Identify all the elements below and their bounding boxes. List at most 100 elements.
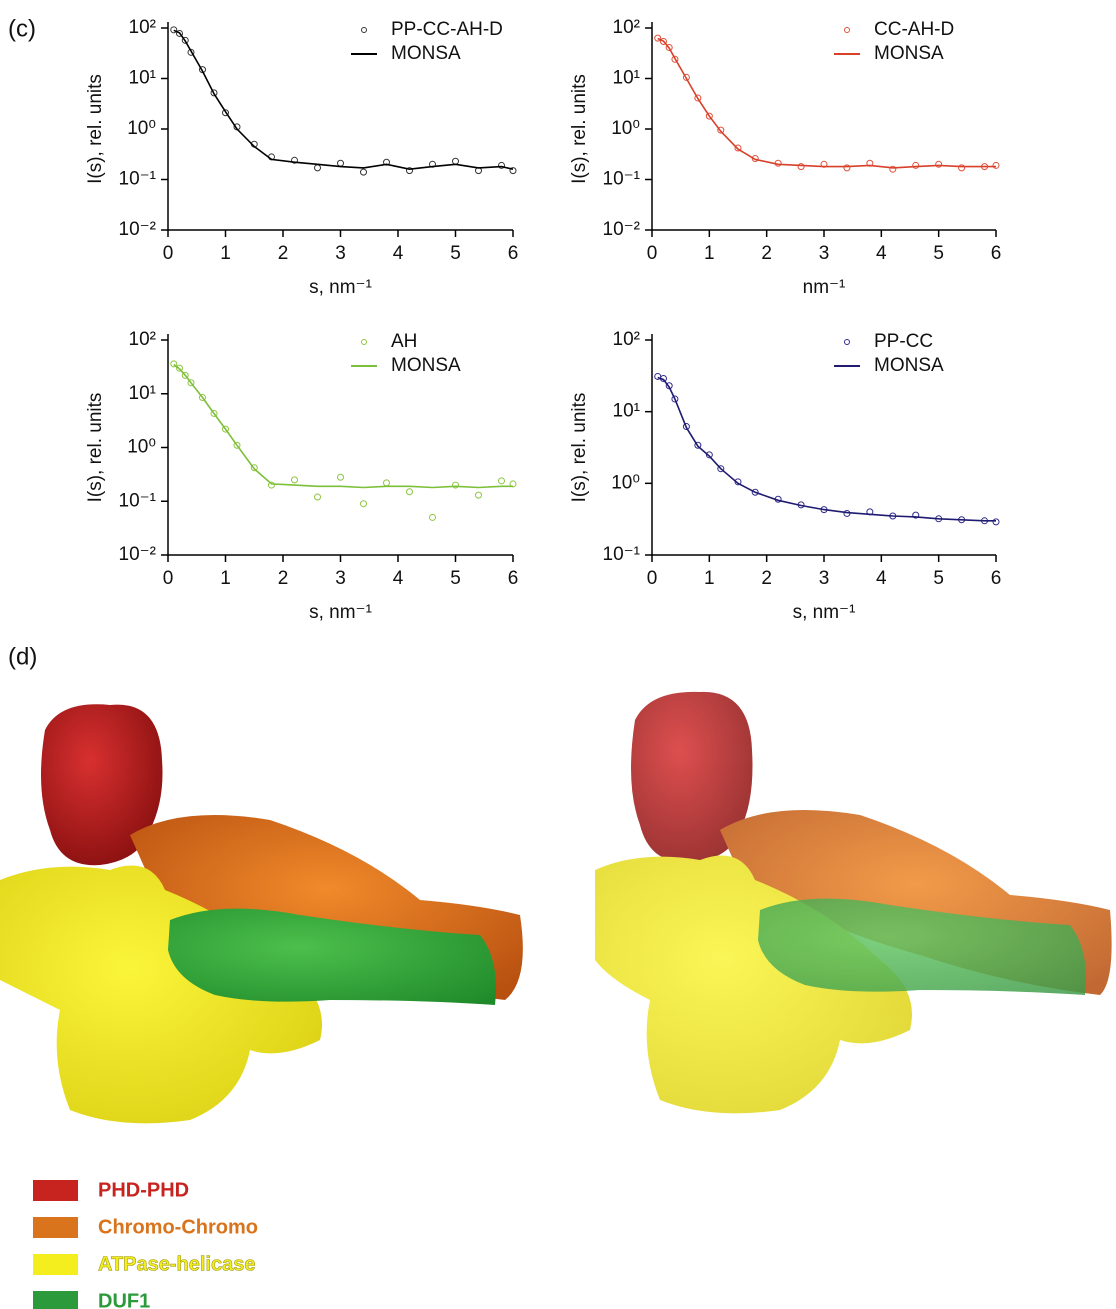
x-tick-label: 1: [220, 568, 231, 589]
data-point: [210, 409, 218, 417]
x-tick-label: 0: [647, 568, 658, 589]
x-tick-label: 1: [704, 568, 715, 589]
model-render-left: [0, 704, 523, 1124]
data-point: [233, 441, 241, 449]
data-point: [222, 425, 229, 433]
data-point: [250, 464, 258, 472]
data-point: [659, 38, 667, 46]
data-point: [498, 477, 505, 485]
data-point: [452, 157, 459, 165]
data-point: [717, 126, 725, 134]
data-point: [751, 155, 759, 163]
data-point: [797, 163, 805, 171]
y-axis-label: I(s), rel. units: [569, 393, 590, 503]
legend-label: MONSA: [874, 43, 944, 64]
x-tick-label: 1: [220, 243, 231, 264]
y-axis-label: I(s), rel. units: [85, 74, 106, 184]
legend-marker: [361, 27, 367, 33]
data-point: [187, 48, 195, 56]
y-tick-label: 10⁻²: [119, 219, 157, 240]
data-point: [889, 165, 897, 173]
data-point: [181, 36, 189, 44]
x-tick-label: 3: [335, 568, 346, 589]
data-point: [268, 481, 275, 489]
y-tick-label: 10⁰: [127, 437, 156, 458]
y-tick-label: 10⁻²: [119, 544, 157, 565]
data-point: [671, 55, 679, 63]
legend-label: PHD-PHD: [98, 1179, 189, 1201]
data-point: [912, 161, 920, 169]
data-point: [210, 89, 218, 97]
data-point: [992, 518, 1000, 526]
data-point: [958, 164, 966, 172]
axis-line: [167, 22, 513, 231]
y-axis-label: I(s), rel. units: [569, 74, 590, 184]
legend-label: AH: [391, 331, 417, 352]
data-point: [187, 379, 195, 387]
data-point: [671, 395, 679, 403]
y-tick-label: 10⁰: [127, 118, 156, 139]
x-tick-label: 3: [819, 243, 830, 264]
data-point: [498, 161, 505, 169]
x-tick-label: 5: [933, 568, 944, 589]
data-point: [475, 491, 482, 499]
x-tick-label: 4: [393, 243, 404, 264]
y-tick-label: 10⁻¹: [603, 169, 641, 190]
axis-line: [651, 22, 996, 231]
data-point: [383, 479, 390, 487]
x-tick-label: 6: [991, 243, 1002, 264]
data-point: [866, 159, 874, 167]
data-point: [705, 451, 713, 459]
legend: PHD-PHD Chromo-Chromo ATPase-helicase DUF1: [33, 1179, 258, 1309]
y-tick-label: 10⁰: [611, 472, 640, 493]
data-point: [654, 34, 662, 42]
data-point: [751, 488, 759, 496]
data-point: [360, 168, 367, 176]
legend-label: ATPase-helicase: [98, 1253, 256, 1275]
model-render-right: [595, 691, 1112, 1114]
data-point: [452, 481, 459, 489]
x-axis-label: s, nm⁻¹: [309, 602, 372, 623]
data-point: [199, 394, 206, 402]
legend-swatch: [33, 1291, 78, 1309]
chart: 10⁻² 10⁻¹ 10⁰ 10¹ 10² 0 1 2 3 4 5 6 s, nm⁻¹ I(s), rel…: [85, 17, 518, 298]
data-point: [694, 94, 702, 102]
panel-label: (d): [8, 643, 37, 670]
legend-label: PP-CC-AH-D: [391, 19, 503, 40]
legend-marker: [844, 339, 850, 345]
legend-label: MONSA: [391, 355, 461, 376]
data-point: [181, 371, 189, 379]
data-point: [291, 476, 298, 484]
fit-line: [657, 37, 996, 169]
data-point: [337, 473, 344, 481]
data-point: [170, 26, 178, 34]
x-tick-label: 6: [508, 568, 519, 589]
x-tick-label: 4: [393, 568, 404, 589]
legend-swatch: [33, 1217, 78, 1238]
data-point: [176, 364, 183, 372]
chart: 10⁻² 10⁻¹ 10⁰ 10¹ 10² 0 1 2 3 4 5 6 nm⁻¹ I(s), rel. u…: [569, 17, 1001, 298]
x-tick-label: 1: [704, 243, 715, 264]
data-point: [509, 167, 517, 175]
y-tick-label: 10¹: [613, 401, 640, 422]
data-point: [694, 441, 702, 449]
data-point: [337, 159, 344, 167]
chart: 10⁻¹ 10⁰ 10¹ 10² 0 1 2 3 4 5 6 s, nm⁻¹ I(s), rel. un…: [569, 329, 1001, 623]
x-tick-label: 0: [647, 243, 658, 264]
data-point: [291, 156, 298, 164]
x-tick-label: 2: [761, 568, 772, 589]
data-point: [222, 109, 229, 117]
legend-label: DUF1: [98, 1290, 150, 1309]
x-tick-label: 2: [761, 243, 772, 264]
legend-marker: [844, 27, 850, 33]
data-point: [734, 478, 742, 486]
fit-line: [657, 376, 996, 522]
x-tick-label: 3: [335, 243, 346, 264]
data-point: [314, 493, 321, 501]
y-tick-label: 10¹: [129, 68, 156, 89]
x-tick-label: 5: [450, 568, 461, 589]
y-tick-label: 10⁻¹: [119, 490, 157, 511]
data-point: [705, 112, 713, 120]
x-tick-label: 4: [876, 568, 887, 589]
data-point: [682, 423, 690, 431]
